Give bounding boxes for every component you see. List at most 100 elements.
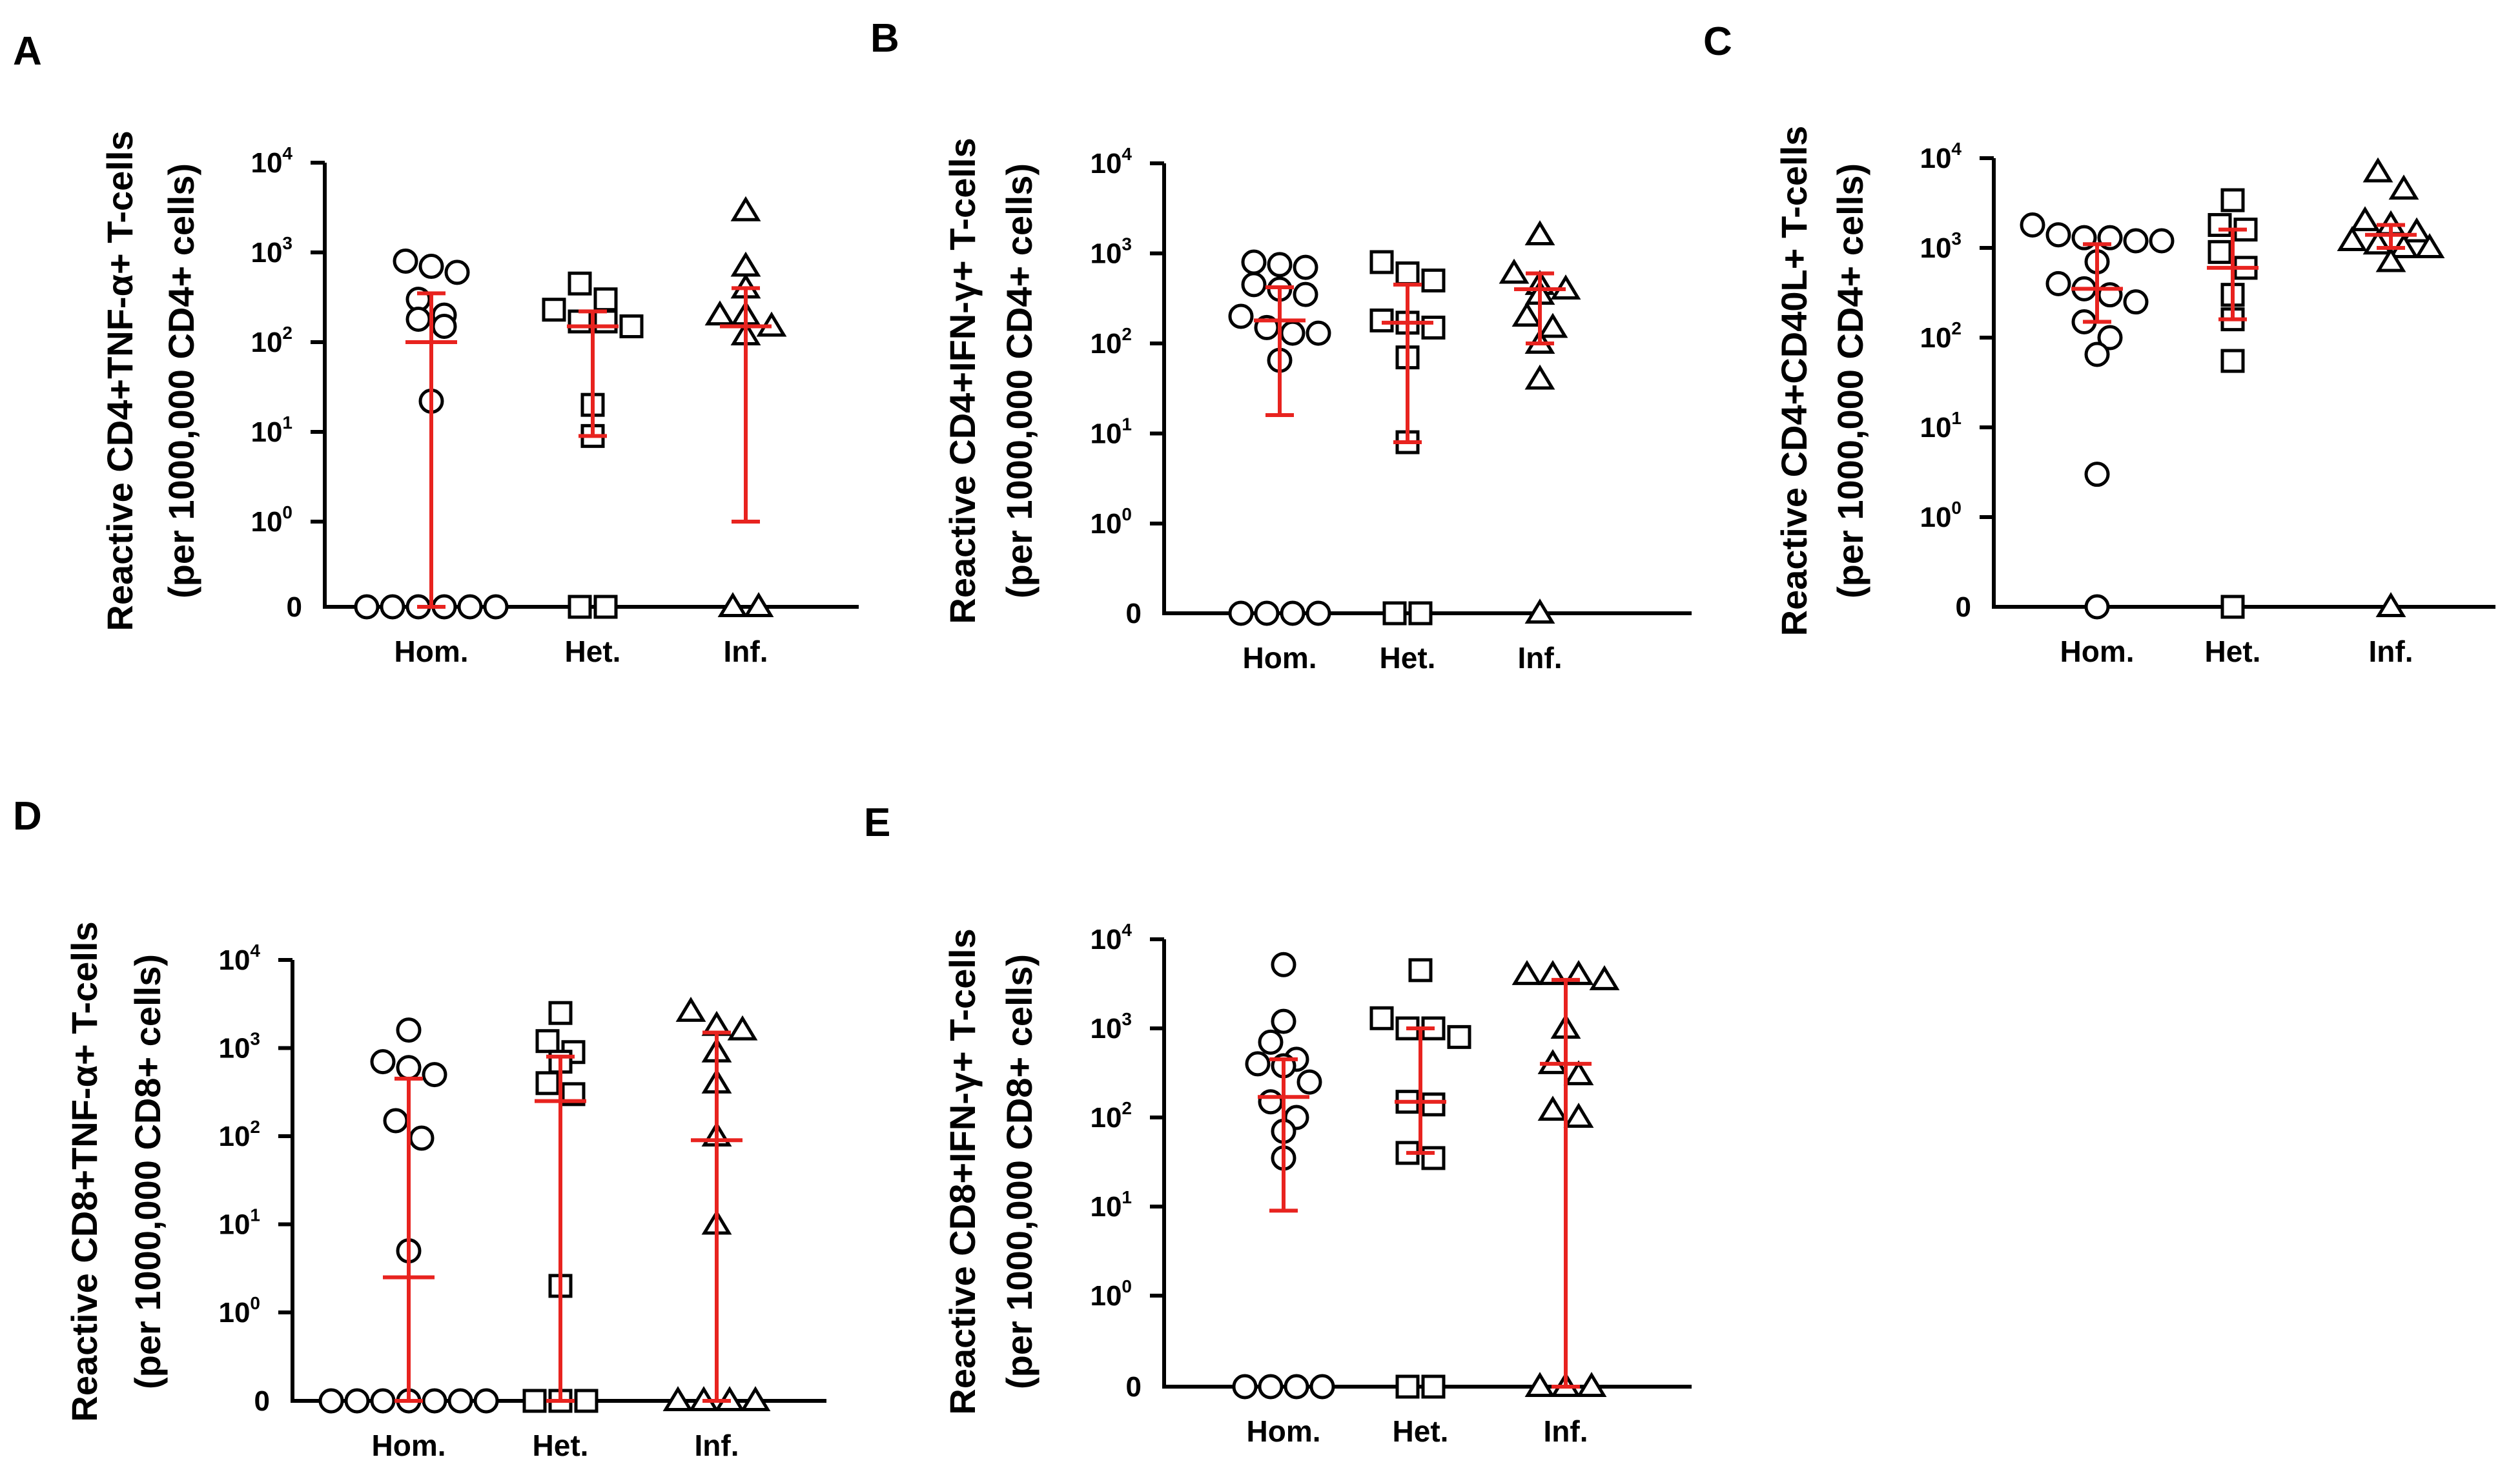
y-axis-sublabel: (per 1000,000 CD4+ cells) — [1830, 163, 1870, 598]
y-tick-label: 102 — [1090, 324, 1132, 360]
data-point — [2220, 349, 2245, 373]
data-point — [1232, 1374, 1258, 1400]
error-bar — [1254, 285, 1306, 418]
data-point — [1589, 965, 1620, 990]
data-point — [1284, 1374, 1309, 1400]
data-point — [1267, 252, 1293, 278]
series-het — [542, 271, 644, 619]
x-tick-label: Inf. — [1544, 1414, 1588, 1448]
data-point — [1306, 600, 1331, 626]
error-bar — [2207, 227, 2259, 321]
data-point — [619, 314, 644, 339]
y-tick-label: 103 — [1920, 229, 1962, 264]
data-point — [2084, 594, 2110, 620]
panel-b: B Reactive CD4+IFN-γ+ T-cells (per 1000,00… — [870, 16, 1692, 675]
series-hom — [1232, 952, 1335, 1400]
data-point — [704, 300, 735, 326]
x-tick-label: Inf. — [1518, 641, 1562, 675]
series-inf — [704, 196, 787, 617]
series-het — [1369, 958, 1471, 1399]
data-point — [1296, 1069, 1322, 1095]
data-point — [483, 594, 509, 620]
error-bar — [535, 1054, 586, 1403]
data-point — [2097, 325, 2123, 351]
x-tick-label: Het. — [2205, 635, 2261, 668]
series-inf — [1511, 960, 1620, 1397]
data-point — [396, 1017, 422, 1043]
x-tick-label: Hom. — [372, 1429, 446, 1462]
y-axis-label: Reactive CD8+TNF-α+ T-cells — [64, 921, 105, 1422]
data-point — [1271, 952, 1296, 977]
data-point — [1245, 1051, 1271, 1077]
data-point — [2401, 217, 2432, 243]
panel-a: A Reactive CD4+TNF-α+ T-cells (per 1000,00… — [13, 29, 859, 668]
y-axis-sublabel: (per 1000,000 CD4+ cells) — [999, 163, 1040, 598]
data-point — [1258, 1374, 1284, 1400]
data-point — [727, 1015, 758, 1041]
error-bar — [1395, 1026, 1446, 1155]
error-bar — [691, 1030, 743, 1403]
data-point — [717, 592, 748, 617]
data-point — [2084, 462, 2110, 487]
x-tick-label: Hom. — [1243, 641, 1317, 675]
y-tick-label: 103 — [1090, 234, 1132, 270]
y-tick-label: 102 — [1920, 318, 1962, 354]
error-bar — [567, 309, 619, 438]
data-point — [1395, 1374, 1420, 1399]
data-point — [2045, 270, 2071, 296]
data-point — [447, 1388, 473, 1414]
data-point — [370, 1388, 396, 1414]
data-point — [730, 196, 761, 221]
y-tick-label: 101 — [1090, 414, 1132, 450]
data-point — [1421, 1374, 1446, 1399]
data-point — [2208, 240, 2232, 264]
x-tick-label: Inf. — [695, 1429, 739, 1462]
data-point — [1369, 1006, 1394, 1030]
data-point — [2220, 188, 2245, 212]
data-point — [383, 1108, 409, 1134]
data-point — [396, 1055, 422, 1081]
data-point — [1511, 301, 1542, 327]
y-tick-label: 101 — [251, 413, 292, 448]
data-point — [2123, 228, 2149, 254]
data-point — [1241, 272, 1267, 298]
data-point — [535, 1029, 560, 1054]
data-point — [1280, 320, 1306, 346]
error-bar — [1382, 282, 1433, 445]
data-point — [1395, 261, 1420, 285]
data-point — [1421, 1092, 1446, 1117]
data-point — [2045, 222, 2071, 248]
data-point — [1511, 960, 1542, 985]
panel-e: E Reactive CD8+IFN-γ+ T-cells (per 1000,00… — [864, 800, 1692, 1448]
data-point — [1421, 1146, 1446, 1170]
x-tick-label: Hom. — [394, 635, 469, 668]
data-point — [418, 254, 444, 280]
data-point — [1258, 1089, 1284, 1115]
data-point — [344, 1388, 370, 1414]
data-point — [1524, 1372, 1555, 1397]
data-point — [1280, 600, 1306, 626]
data-point — [1537, 312, 1568, 338]
data-point — [393, 248, 418, 274]
data-point — [2149, 228, 2175, 254]
x-tick-label: Het. — [533, 1429, 589, 1462]
data-point — [1258, 1029, 1284, 1055]
y-tick-label: 103 — [251, 233, 292, 269]
data-point — [1369, 250, 1394, 274]
y-tick-label: 102 — [218, 1117, 260, 1152]
data-point — [1254, 600, 1280, 626]
data-point — [1524, 364, 1555, 390]
x-tick-label: Hom. — [2060, 635, 2135, 668]
data-point — [457, 594, 483, 620]
y-axis-sublabel: (per 1000,000 CD8+ cells) — [999, 954, 1040, 1389]
data-point — [2362, 157, 2393, 183]
data-point — [1228, 600, 1254, 626]
y-axis-label: Reactive CD8+IFN-γ+ T-cells — [942, 928, 983, 1414]
y-tick-label: 103 — [1090, 1009, 1132, 1045]
error-bar — [2071, 242, 2123, 324]
series-hom — [354, 248, 509, 620]
data-point — [1576, 1372, 1607, 1397]
y-tick-label: 0 — [1126, 598, 1142, 629]
series-het — [522, 1001, 599, 1413]
